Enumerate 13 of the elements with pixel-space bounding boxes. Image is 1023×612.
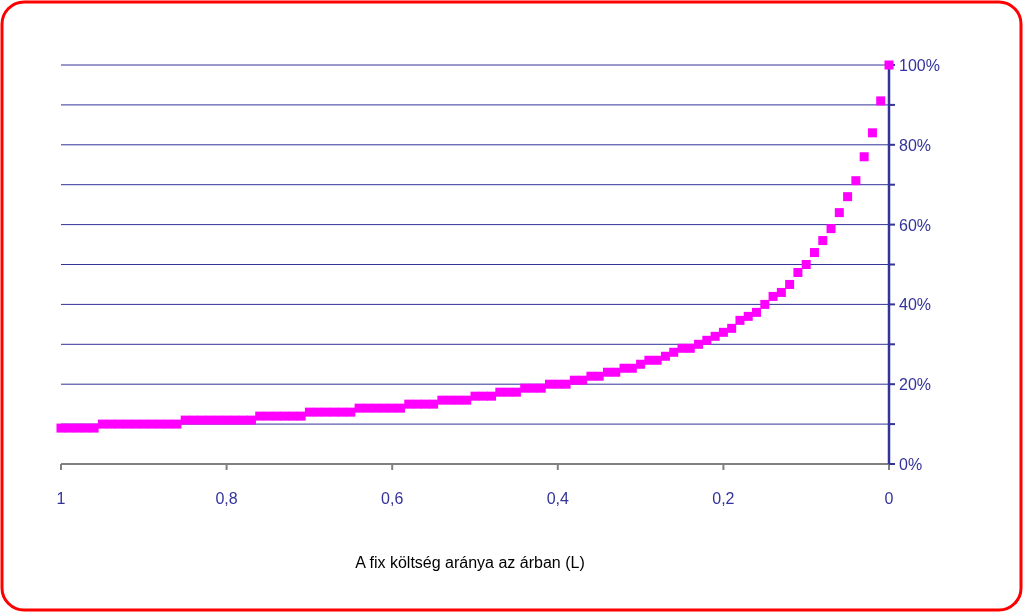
x-axis-title: A fix költség aránya az árban (L) [355, 554, 585, 571]
y-tick-label: 100% [899, 57, 940, 74]
x-tick-label: 0,6 [381, 490, 404, 507]
y-tick-label: 40% [899, 296, 932, 314]
x-tick-label: 0,8 [215, 490, 238, 507]
x-tick-label: 0,4 [546, 490, 570, 507]
y-tick-label: 0% [899, 456, 923, 473]
y-tick-label: 60% [899, 216, 932, 234]
y-tick-label: 80% [899, 136, 932, 154]
x-tick-label: 0,2 [712, 490, 735, 507]
y-tick-label: 20% [899, 376, 932, 394]
x-tick-label: 1 [56, 490, 66, 507]
x-tick-label: 0 [884, 490, 894, 507]
